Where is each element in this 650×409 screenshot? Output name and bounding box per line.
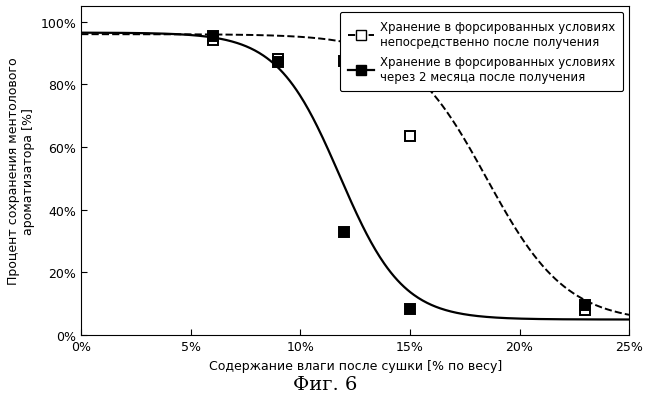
Y-axis label: Процент сохранения ментолового
ароматизатора [%]: Процент сохранения ментолового ароматиза… [7, 58, 35, 285]
X-axis label: Содержание влаги после сушки [% по весу]: Содержание влаги после сушки [% по весу] [209, 359, 502, 372]
Text: Фиг. 6: Фиг. 6 [292, 375, 358, 393]
Legend: Хранение в форсированных условиях
непосредственно после получения, Хранение в фо: Хранение в форсированных условиях непоср… [339, 13, 623, 92]
